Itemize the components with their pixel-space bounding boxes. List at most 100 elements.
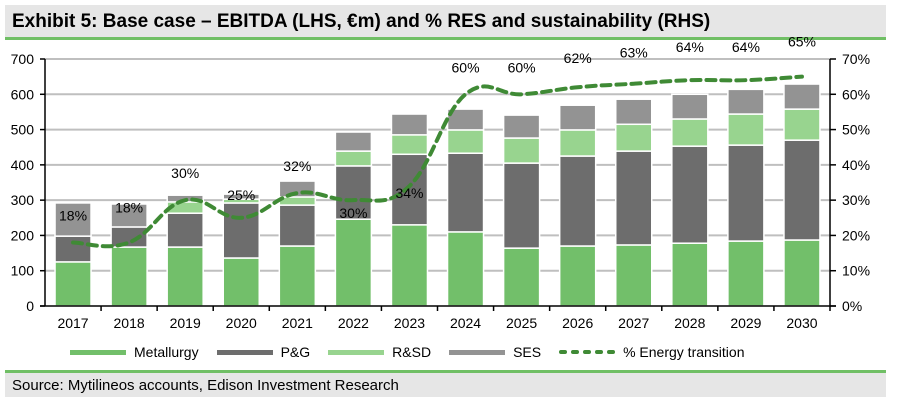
- bar-segment-ses: [558, 104, 597, 131]
- x-axis-tick-label: 2019: [170, 315, 201, 331]
- energy-transition-data-label: 25%: [227, 187, 255, 203]
- left-axis-tick-label: 0: [26, 298, 34, 314]
- bars: [54, 83, 821, 307]
- bar-segment-ses: [54, 202, 92, 237]
- bar-segment-pg: [390, 153, 429, 226]
- bar-segment-rsd: [334, 150, 373, 167]
- energy-transition-data-label: 62%: [564, 50, 592, 66]
- right-axis-tick-label: 70%: [842, 51, 870, 67]
- bar-segment-ses: [222, 193, 260, 200]
- x-axis-tick-label: 2030: [786, 315, 817, 331]
- bar-segment-pg: [446, 152, 485, 233]
- energy-transition-data-label: 60%: [452, 59, 480, 75]
- legend-item-metallurgy: Metallurgy: [70, 344, 199, 360]
- left-axis-tick-label: 200: [11, 227, 35, 243]
- legend-item-pg: P&G: [216, 344, 311, 360]
- left-axis-tick-label: 500: [11, 122, 35, 138]
- energy-transition-data-label: 32%: [283, 158, 311, 174]
- legend-item-ses: SES: [449, 344, 541, 360]
- bar-segment-rsd: [558, 129, 597, 157]
- right-axis-tick-label: 30%: [842, 192, 870, 208]
- energy-transition-data-label: 30%: [339, 205, 367, 221]
- bar-segment-pg: [166, 212, 204, 248]
- bar-segment-ses: [727, 88, 765, 115]
- bar-segment-ses: [390, 113, 429, 136]
- bar-segment-metallurgy: [727, 240, 765, 307]
- bar-segment-pg: [54, 235, 92, 263]
- energy-transition-data-label: 18%: [59, 207, 87, 223]
- bar-segment-pg: [615, 150, 653, 246]
- bar-segment-rsd: [278, 196, 317, 206]
- bar-segment-ses: [783, 83, 821, 110]
- bar-segment-metallurgy: [278, 245, 317, 307]
- bar-segment-metallurgy: [783, 239, 821, 307]
- bar-segment-ses: [671, 93, 709, 120]
- bar-segment-metallurgy: [54, 261, 92, 307]
- left-axis-tick-label: 600: [11, 86, 35, 102]
- x-axis-tick-label: 2022: [338, 315, 369, 331]
- data-labels: 18% 18% 30% 25% 32% 30% 34% 60% 60% 62% 63% 64% 64% 6…: [59, 34, 816, 224]
- legend-swatch-pg: [216, 349, 273, 355]
- bar-segment-metallurgy: [558, 245, 597, 307]
- bar-segment-metallurgy: [110, 246, 148, 307]
- bar-segment-metallurgy: [615, 244, 653, 307]
- legend-label-metallurgy: Metallurgy: [134, 344, 199, 360]
- bar-segment-pg: [783, 139, 821, 241]
- bar-segment-pg: [671, 145, 709, 244]
- bar-segment-ses: [334, 131, 373, 152]
- bar-segment-metallurgy: [166, 246, 204, 307]
- bar-segment-pg: [727, 144, 765, 242]
- x-axis-tick-label: 2018: [114, 315, 145, 331]
- bar-segment-metallurgy: [390, 224, 429, 307]
- bar-segment-rsd: [502, 137, 541, 164]
- legend-label-pg: P&G: [280, 344, 311, 360]
- energy-transition-data-label: 34%: [395, 185, 423, 201]
- bar-segment-rsd: [727, 113, 765, 146]
- bar-segment-rsd: [615, 123, 653, 152]
- bar-segment-pg: [502, 162, 541, 249]
- energy-transition-line-group: [71, 74, 804, 249]
- chart-area: 0 100 200 300 400 500 600 700 0% 10% 20% 30% 40% 50% 6…: [11, 34, 870, 331]
- right-axis-tick-label: 0%: [842, 298, 862, 314]
- bar-segment-metallurgy: [446, 231, 485, 307]
- left-axis-tick-label: 300: [11, 192, 35, 208]
- energy-transition-data-label: 30%: [171, 165, 199, 181]
- bar-segment-metallurgy: [334, 218, 373, 307]
- legend-label-rsd: R&SD: [392, 344, 432, 360]
- legend-swatch-energy-transition: [559, 349, 616, 355]
- x-axis-tick-label: 2026: [562, 315, 593, 331]
- x-axis-tick-label: 2029: [730, 315, 761, 331]
- title-banner: Exhibit 5: Base case – EBITDA (LHS, €m) …: [5, 5, 886, 37]
- bar-segment-metallurgy: [222, 257, 260, 307]
- x-axis-tick-label: 2023: [394, 315, 425, 331]
- source-note: Source: Mytilineos accounts, Edison Inve…: [12, 377, 399, 394]
- bar-segment-pg: [334, 165, 373, 220]
- chart-title: Exhibit 5: Base case – EBITDA (LHS, €m) …: [12, 11, 711, 32]
- x-axis-tick-label: 2028: [674, 315, 705, 331]
- x-axis-tick-label: 2025: [506, 315, 537, 331]
- energy-transition-line: [71, 74, 804, 249]
- left-axis-tick-label: 700: [11, 51, 35, 67]
- left-axis-tick-label: 400: [11, 157, 35, 173]
- right-axis-tick-label: 50%: [842, 122, 870, 138]
- bar-segment-metallurgy: [671, 242, 709, 307]
- x-axis-tick-label: 2027: [618, 315, 649, 331]
- right-axis-tick-label: 20%: [842, 227, 870, 243]
- bar-segment-pg: [558, 155, 597, 247]
- right-axis-tick-label: 60%: [842, 86, 870, 102]
- gridlines: [45, 58, 830, 272]
- bar-segment-rsd: [671, 118, 709, 147]
- bar-segment-rsd: [446, 129, 485, 154]
- right-axis-tick-label: 40%: [842, 157, 870, 173]
- axes: 0 100 200 300 400 500 600 700 0% 10% 20% 30% 40% 50% 6…: [11, 51, 870, 331]
- right-axis-tick-label: 10%: [842, 263, 870, 279]
- bar-segment-rsd: [783, 108, 821, 141]
- legend-label-ses: SES: [513, 344, 542, 360]
- bar-segment-ses: [110, 203, 148, 228]
- legend-swatch-ses: [449, 349, 506, 355]
- x-axis-tick-label: 2020: [226, 315, 257, 331]
- left-axis-tick-label: 100: [11, 263, 35, 279]
- energy-transition-data-label: 65%: [788, 34, 816, 50]
- legend-item-rsd: R&SD: [328, 344, 431, 360]
- bar-segment-metallurgy: [502, 247, 541, 307]
